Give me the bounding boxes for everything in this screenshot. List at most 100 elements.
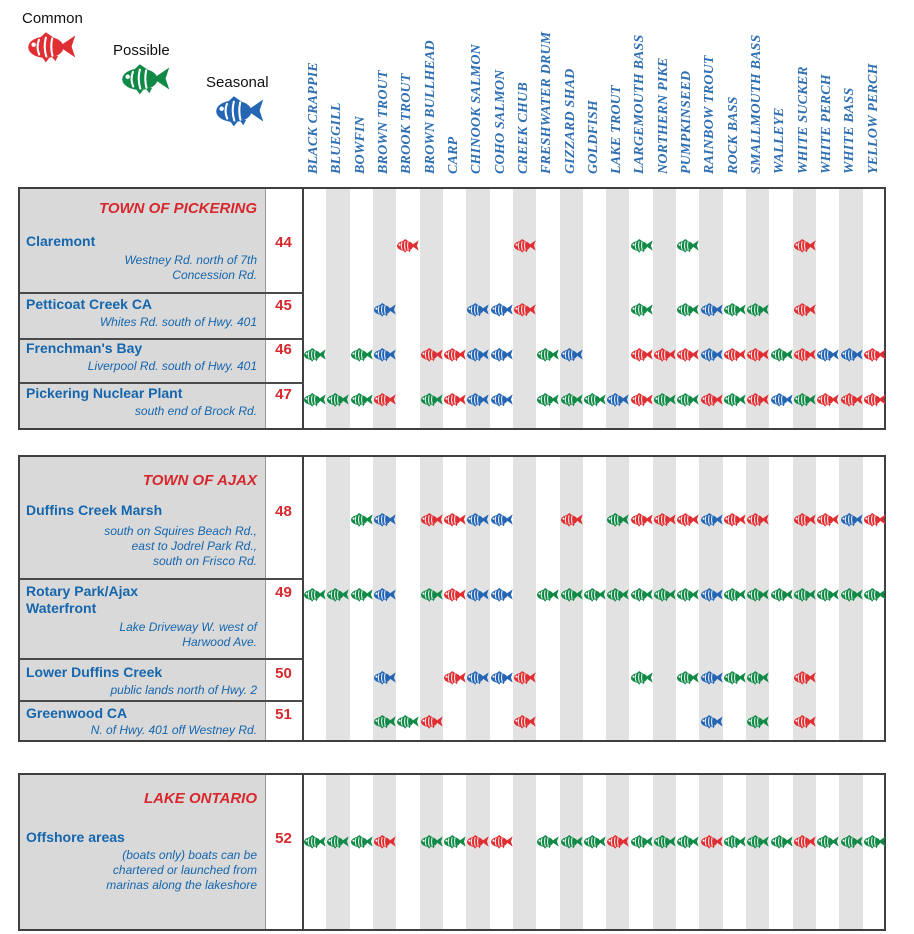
fish-icon	[723, 834, 746, 849]
fish-icon	[303, 587, 326, 602]
fish-icon	[466, 670, 490, 685]
fish-icon	[583, 834, 606, 849]
fish-icon	[840, 392, 863, 407]
fish-icon	[770, 347, 793, 362]
section-table	[18, 773, 886, 931]
location-address-line: Liverpool Rd. south of Hwy. 401	[87, 359, 257, 373]
fish-icon	[700, 512, 723, 527]
fish-icon	[746, 834, 769, 849]
fish-icon	[746, 512, 769, 527]
fish-icon	[653, 392, 676, 407]
fish-icon	[793, 670, 816, 685]
grid-stripe	[652, 773, 677, 931]
species-column-header: SMALLMOUTH BASS	[749, 34, 765, 174]
fish-icon	[513, 238, 536, 253]
legend-label-common: Common	[22, 10, 83, 27]
section-title: LAKE ONTARIO	[143, 790, 257, 807]
location-name: Greenwood CA	[26, 705, 128, 721]
row-divider	[20, 658, 304, 660]
legend-label-seasonal: Seasonal	[206, 74, 269, 91]
fish-icon	[723, 347, 746, 362]
grid-left-border	[302, 455, 304, 742]
legend-label-possible: Possible	[113, 42, 170, 59]
fish-icon	[816, 587, 839, 602]
location-address-line: marinas along the lakeshore	[106, 878, 257, 892]
fish-icon	[676, 512, 699, 527]
location-address-line: Westney Rd. north of 7th	[124, 253, 257, 267]
fish-icon	[863, 347, 886, 362]
panel-separator-line	[265, 187, 266, 430]
fish-icon	[630, 347, 653, 362]
fish-icon	[676, 670, 699, 685]
species-column-header: BLUEGILL	[329, 102, 345, 174]
fish-icon	[536, 347, 560, 362]
grid-left-border	[302, 187, 304, 430]
fish-icon	[840, 512, 863, 527]
fish-icon	[863, 834, 886, 849]
species-column-header: LARGEMOUTH BASS	[632, 34, 648, 174]
location-number: 47	[275, 386, 292, 403]
location-number: 45	[275, 297, 292, 314]
fish-icon	[373, 670, 396, 685]
fish-icon	[746, 347, 769, 362]
location-address-line: Whites Rd. south of Hwy. 401	[99, 315, 257, 329]
row-divider	[20, 700, 304, 702]
fish-icon	[676, 834, 699, 849]
location-address-line: (boats only) boats can be	[122, 848, 257, 862]
fish-icon	[490, 670, 513, 685]
fish-icon	[373, 347, 396, 362]
species-column-header: LAKE TROUT	[609, 85, 625, 174]
fish-icon	[863, 512, 886, 527]
species-column-header: WHITE SUCKER	[795, 66, 811, 174]
location-name: Waterfront	[26, 600, 97, 616]
location-name: Pickering Nuclear Plant	[26, 385, 183, 401]
fish-icon	[770, 834, 793, 849]
location-address-line: Concession Rd.	[172, 268, 257, 282]
fish-icon	[513, 714, 536, 729]
fish-icon	[793, 238, 816, 253]
grid-stripe	[559, 773, 583, 931]
fish-icon	[443, 670, 466, 685]
fish-icon	[840, 834, 863, 849]
grid-stripe	[606, 773, 630, 931]
location-name: Lower Duffins Creek	[26, 664, 163, 680]
location-panel	[18, 187, 265, 430]
location-address-line: chartered or launched from	[112, 863, 257, 877]
fish-icon	[676, 392, 699, 407]
fish-icon	[700, 392, 723, 407]
fish-icon	[443, 392, 466, 407]
species-column-header: NORTHERN PIKE	[655, 57, 671, 174]
grid-stripe	[512, 773, 537, 931]
fish-icon	[700, 834, 723, 849]
species-column-header: BROWN TROUT	[375, 70, 391, 174]
fish-icon	[606, 392, 629, 407]
fish-icon	[120, 62, 170, 95]
fish-icon	[536, 834, 560, 849]
fish-icon	[630, 670, 653, 685]
fish-icon	[420, 834, 443, 849]
grid-stripe	[419, 773, 443, 931]
fish-icon	[466, 834, 490, 849]
row-divider	[20, 578, 304, 580]
grid-stripe	[559, 187, 583, 430]
fish-icon	[536, 587, 560, 602]
species-column-header: BLACK CRAPPIE	[306, 62, 321, 174]
species-column-header: WALLEYE	[772, 107, 788, 174]
fish-icon	[420, 587, 443, 602]
grid-stripe	[326, 773, 350, 931]
fish-icon	[653, 587, 676, 602]
fish-icon	[560, 587, 583, 602]
species-column-header: ROCK BASS	[725, 96, 741, 174]
fish-icon	[350, 834, 373, 849]
fish-icon	[816, 512, 839, 527]
panel-separator-line	[265, 773, 266, 931]
fish-icon	[630, 587, 653, 602]
fish-icon	[373, 512, 396, 527]
section-title: TOWN OF PICKERING	[98, 200, 257, 217]
grid-stripe	[792, 773, 817, 931]
location-address-line: N. of Hwy. 401 off Westney Rd.	[90, 723, 257, 737]
fish-icon	[746, 302, 769, 317]
grid-stripe	[652, 187, 677, 430]
fish-icon	[490, 587, 513, 602]
fish-icon	[420, 347, 443, 362]
